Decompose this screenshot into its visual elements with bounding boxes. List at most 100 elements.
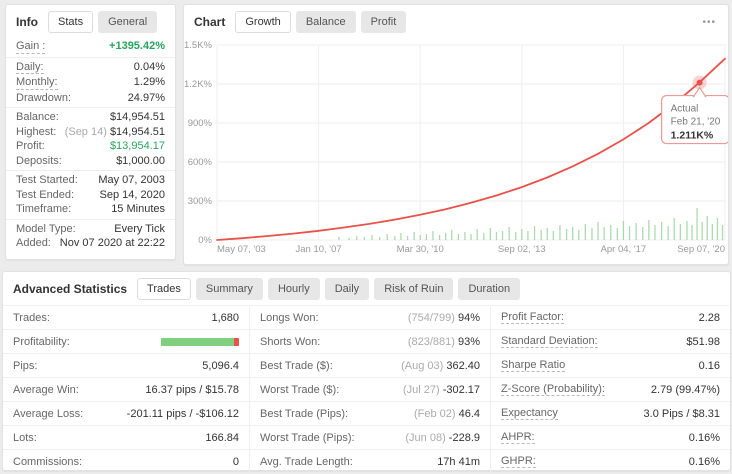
- stats-section-label: Advanced Statistics: [13, 282, 128, 296]
- activity-bar: [495, 232, 498, 240]
- stat-label-ghpr[interactable]: GHPR:: [501, 455, 536, 468]
- activity-bar: [706, 216, 708, 240]
- stat-row-profitability: Profitability:: [3, 330, 249, 354]
- stat-row-ahpr: AHPR: 0.16%: [491, 426, 730, 450]
- stat-label-expectancy[interactable]: Expectancy: [501, 407, 558, 420]
- tab-profit[interactable]: Profit: [360, 11, 407, 33]
- info-rows: Gain : +1395.42% Daily: 0.04% Monthly: 1.29% D…: [6, 38, 175, 251]
- stat-label-commissions: Commissions:: [13, 455, 83, 468]
- activity-bar: [394, 236, 396, 240]
- info-label-model-type: Model Type:: [16, 222, 76, 235]
- chart-panel: Chart Growth Balance Profit ••• 1.5K% 1.2K%…: [183, 4, 731, 266]
- stat-label-profitability: Profitability:: [13, 335, 70, 348]
- growth-chart[interactable]: 1.5K% 1.2K% 900% 600% 300% 0% May 07, '03 Jan 1…: [184, 38, 731, 266]
- tab-growth[interactable]: Growth: [235, 11, 291, 33]
- y-axis-tick: 300%: [188, 196, 213, 207]
- stat-value-prefix: (Jun 08): [405, 431, 449, 444]
- stat-label-standard-deviation[interactable]: Standard Deviation:: [501, 335, 598, 348]
- activity-bar: [451, 230, 453, 240]
- activity-bar: [667, 226, 669, 240]
- chart-tooltip-pointer-mask: [694, 95, 705, 99]
- info-label-monthly[interactable]: Monthly:: [16, 76, 58, 90]
- activity-bar: [603, 227, 605, 240]
- info-row-monthly: Monthly: 1.29%: [6, 75, 175, 91]
- stat-label-best-trade-pips: Best Trade (Pips):: [260, 407, 349, 420]
- info-value-highest: (Sep 14) $14,954.51: [64, 125, 165, 138]
- info-label-test-ended: Test Ended:: [16, 188, 75, 201]
- activity-bar: [489, 228, 492, 240]
- stat-row-average-loss: Average Loss: -201.11 pips / -$106.12: [3, 402, 249, 426]
- info-tabrow: Info Stats General: [6, 5, 175, 38]
- stat-value-prefix: (Aug 03): [401, 359, 447, 372]
- stat-row-sharpe-ratio: Sharpe Ratio 0.16: [491, 354, 730, 378]
- stat-label-z-score-probability[interactable]: Z-Score (Probability):: [501, 383, 605, 396]
- stat-row-expectancy: Expectancy 3.0 Pips / $8.31: [491, 402, 730, 426]
- tab-risk-of-ruin[interactable]: Risk of Ruin: [374, 278, 454, 300]
- more-menu-icon[interactable]: •••: [702, 16, 716, 28]
- stat-value-expectancy: 3.0 Pips / $8.31: [643, 407, 720, 420]
- activity-bar: [578, 230, 580, 240]
- stat-row-commissions: Commissions: 0: [3, 450, 249, 474]
- stat-value-ahpr: 0.16%: [688, 431, 720, 444]
- info-label-gain[interactable]: Gain :: [16, 40, 46, 54]
- info-value-test-started: May 07, 2003: [98, 174, 165, 186]
- stat-row-ghpr: GHPR: 0.16%: [491, 450, 730, 474]
- info-value-timeframe: 15 Minutes: [111, 203, 165, 215]
- info-panel: Info Stats General Gain : +1395.42% Daily: 0…: [5, 4, 176, 260]
- info-row-test-ended: Test Ended: Sep 14, 2020: [6, 188, 175, 203]
- stat-label-shorts-won: Shorts Won:: [260, 335, 321, 348]
- stat-row-worst-trade-pips: Worst Trade (Pips): (Jun 08) -228.9: [250, 426, 490, 450]
- info-label-balance: Balance:: [16, 111, 59, 123]
- stat-label-average-win: Average Win:: [13, 383, 79, 396]
- chart-tooltip-pointer: [692, 86, 707, 98]
- info-label-highest: Highest:: [16, 125, 57, 138]
- stat-label-ahpr[interactable]: AHPR:: [501, 431, 535, 444]
- activity-bar: [597, 222, 599, 240]
- tab-daily[interactable]: Daily: [324, 278, 370, 300]
- stat-label-lots: Lots:: [13, 431, 37, 444]
- stats-tabrow: Advanced Statistics Trades Summary Hourly D…: [3, 272, 730, 306]
- tab-summary[interactable]: Summary: [195, 278, 263, 300]
- activity-bar: [371, 235, 373, 240]
- activity-bar: [711, 224, 713, 240]
- tab-duration[interactable]: Duration: [458, 278, 521, 300]
- activity-bar: [425, 234, 427, 240]
- info-row-highest: Highest: (Sep 14) $14,954.51: [6, 125, 175, 140]
- info-label-profit: Profit:: [16, 140, 45, 152]
- info-value-deposits: $1,000.00: [116, 154, 165, 167]
- activity-bar: [673, 218, 675, 240]
- y-axis-tick: 0%: [198, 235, 212, 246]
- stat-row-standard-deviation: Standard Deviation: $51.98: [491, 330, 730, 354]
- activity-bar: [457, 234, 459, 240]
- info-label-daily[interactable]: Daily:: [16, 60, 44, 74]
- activity-bar: [691, 225, 693, 240]
- tab-stats[interactable]: Stats: [48, 11, 94, 33]
- activity-bar: [400, 233, 402, 240]
- info-row-gain: Gain : +1395.42%: [6, 39, 175, 55]
- stat-label-profit-factor[interactable]: Profit Factor:: [501, 311, 564, 324]
- x-axis-tick: Sep 07, '20: [677, 244, 725, 255]
- info-row-timeframe: Timeframe: 15 Minutes: [6, 202, 175, 217]
- activity-bar: [584, 224, 586, 240]
- stats-table: Trades: 1,680 Profitability: Pips: 5,096.4 Av…: [3, 306, 730, 474]
- x-axis-tick: Mar 30, '10: [397, 244, 444, 255]
- stat-value-z-score-probability: 2.79 (99.47%): [650, 383, 720, 396]
- info-value-profit: $13,954.17: [109, 140, 165, 152]
- stat-label-pips: Pips:: [13, 359, 38, 372]
- tab-general[interactable]: General: [98, 11, 158, 33]
- tab-balance[interactable]: Balance: [295, 11, 356, 33]
- stat-value-worst-trade: (Jul 27) -302.17: [402, 383, 480, 396]
- profitability-bar: [161, 337, 239, 346]
- stat-value-prefix: (823/881): [407, 335, 458, 348]
- info-row-added: Added: Nov 07 2020 at 22:22: [6, 236, 175, 251]
- stat-label-sharpe-ratio[interactable]: Sharpe Ratio: [501, 359, 566, 372]
- info-label-test-started: Test Started:: [16, 174, 78, 186]
- profitability-bar-win: [161, 337, 234, 346]
- tab-hourly[interactable]: Hourly: [267, 278, 320, 300]
- stat-value-sharpe-ratio: 0.16: [698, 359, 720, 372]
- tab-trades[interactable]: Trades: [137, 278, 191, 300]
- activity-bar: [363, 237, 366, 240]
- info-value-model-type: Every Tick: [114, 222, 165, 235]
- info-label-timeframe: Timeframe:: [16, 203, 72, 215]
- activity-bar: [635, 223, 637, 240]
